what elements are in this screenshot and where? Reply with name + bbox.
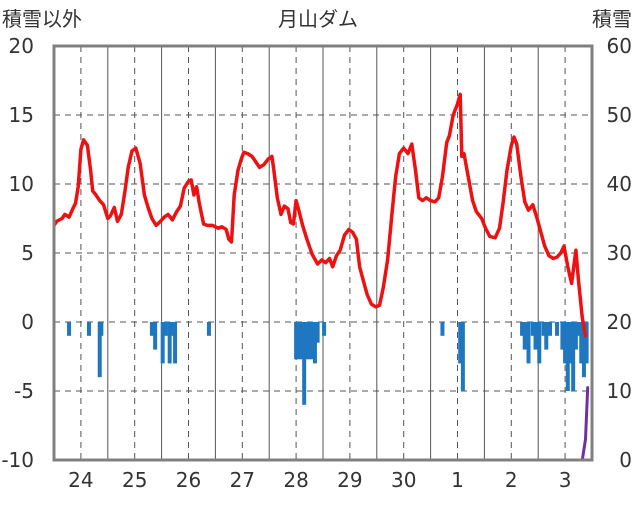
precipitation-bar (579, 322, 584, 364)
precipitation-bar (296, 322, 301, 360)
precipitation-bar (99, 322, 104, 336)
temperature-line (54, 92, 588, 338)
precipitation-bar (581, 322, 586, 378)
precipitation-bar (576, 322, 581, 336)
y-right-tick-label: 0 (619, 448, 632, 472)
precipitation-bar (206, 322, 211, 336)
precipitation-bar (86, 322, 91, 336)
precipitation-bar (302, 322, 307, 405)
precipitation-bar (568, 322, 573, 364)
precipitation-bar (304, 322, 309, 360)
precipitation-bar (458, 322, 463, 364)
x-tick-label: 27 (230, 468, 255, 492)
grid-lines (54, 46, 592, 460)
y-right-tick-label: 60 (607, 34, 632, 58)
precipitation-bar (97, 322, 102, 378)
precipitation-bar (520, 322, 525, 336)
plot-frame (52, 44, 594, 462)
right-axis-label: 積雪 (592, 7, 632, 31)
x-tick-label: 25 (122, 468, 147, 492)
x-tick-label: 30 (391, 468, 416, 492)
precipitation-bar (548, 322, 553, 336)
x-tick-label: 24 (68, 468, 93, 492)
precipitation-bar (307, 322, 312, 360)
precipitation-bar (163, 322, 168, 336)
precipitation-bar (310, 322, 315, 360)
precipitation-bar (544, 322, 549, 350)
series-lines (54, 92, 590, 460)
precipitation-bar (167, 322, 172, 364)
precipitation-bars (67, 322, 589, 405)
left-axis-label: 積雪以外 (2, 7, 82, 31)
precipitation-bar (565, 322, 570, 391)
precipitation-bar (530, 322, 535, 336)
chart-title: 月山ダム (278, 7, 358, 31)
x-tick-label: 29 (337, 468, 362, 492)
precipitation-bar (460, 322, 465, 391)
snow-depth-line (54, 386, 590, 460)
y-left-tick-label: 20 (9, 34, 34, 58)
x-tick-label: 26 (176, 468, 201, 492)
y-right-tick-label: 50 (607, 103, 632, 127)
precipitation-bar (322, 322, 327, 336)
y-left-tick-label: 5 (21, 241, 34, 265)
precipitation-bar (533, 322, 538, 350)
y-right-tick-label: 20 (607, 310, 632, 334)
precipitation-bar (440, 322, 445, 336)
precipitation-bar (299, 322, 304, 360)
precipitation-bar (563, 322, 568, 364)
y-left-tick-label: -10 (1, 448, 34, 472)
precipitation-bar (584, 322, 589, 364)
y-right-tick-label: 10 (607, 379, 632, 403)
x-tick-label: 1 (451, 468, 464, 492)
x-tick-label: 28 (283, 468, 308, 492)
precipitation-bar (170, 322, 175, 336)
precipitation-bar (560, 322, 565, 350)
precipitation-bar (173, 322, 178, 364)
precipitation-bar (522, 322, 527, 350)
precipitation-bar (315, 322, 320, 343)
precipitation-bar (537, 322, 542, 364)
precipitation-bar (312, 322, 317, 364)
plot-border (52, 44, 594, 462)
y-left-tick-label: 15 (9, 103, 34, 127)
x-tick-label: 3 (559, 468, 572, 492)
precipitation-bar (294, 322, 299, 360)
axis-labels: 月山ダム 積雪以外 積雪 20 60 15 50 10 40 5 30 0 20 -5 10 -10 0 2… (1, 7, 632, 492)
precipitation-bar (541, 322, 546, 336)
precipitation-bar (149, 322, 154, 336)
precipitation-bar (526, 322, 531, 364)
precipitation-bar (555, 322, 560, 336)
y-right-tick-label: 40 (607, 172, 632, 196)
precipitation-bar (67, 322, 72, 336)
y-left-tick-label: -5 (14, 379, 34, 403)
y-right-tick-label: 30 (607, 241, 632, 265)
precipitation-bar (573, 322, 578, 350)
y-left-tick-label: 10 (9, 172, 34, 196)
precipitation-bar (160, 322, 165, 364)
x-tick-label: 2 (505, 468, 518, 492)
precipitation-bar (571, 322, 576, 391)
y-left-tick-label: 0 (21, 310, 34, 334)
precipitation-bar (153, 322, 158, 350)
